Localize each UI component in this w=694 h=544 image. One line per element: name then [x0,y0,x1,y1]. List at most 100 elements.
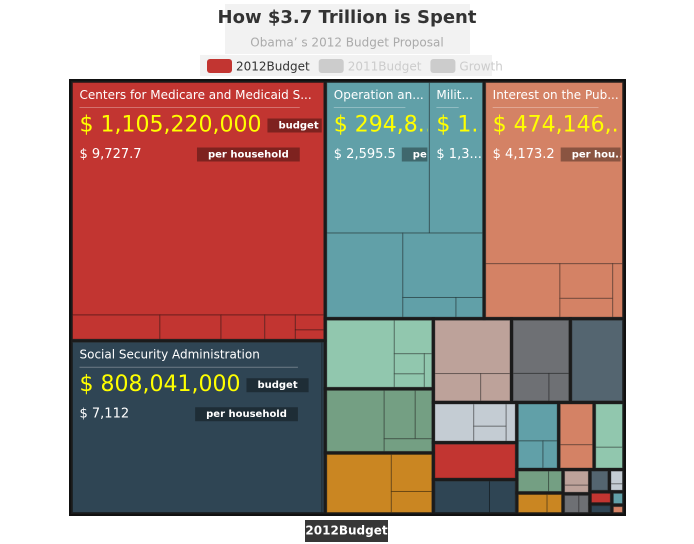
legend-label[interactable]: Growth [459,60,502,74]
tag-box [267,118,322,133]
household-label: $ 7,112 [80,407,130,422]
treemap-cell [393,353,425,375]
treemap-cell [542,440,558,469]
cell-label: Interest on the Pub... $ 474,146,... $ 4,1… [492,88,633,162]
treemap-cell [434,373,482,402]
treemap-cell [423,353,433,388]
treemap-cell [517,403,558,442]
treemap-cell [612,506,623,514]
treemap-cell [434,480,490,514]
treemap-cell [326,389,385,452]
treemap-cell [485,82,623,265]
tag-label: pe [413,150,427,161]
tag-label: per hou... [572,150,627,161]
treemap-cell [72,341,323,514]
treemap-cell [326,453,392,514]
treemap-cell [72,314,161,340]
value-label: $ 474,146,... [493,113,633,138]
treemap-cell [564,494,580,514]
legend-highlight [200,55,492,76]
legend-swatch[interactable] [207,59,232,73]
treemap-cell [402,296,457,318]
treemap-cell [595,403,623,448]
treemap: Centers for Medicare and Medicaid S... $ … [69,79,633,516]
tag-label: per household [208,150,289,161]
treemap-cell [159,314,222,340]
treemap-cell [559,263,614,299]
treemap-cell [488,480,516,514]
treemap-cell [485,263,561,318]
household-label: $ 1,3... [436,147,481,162]
cell-label: Operation an... $ 294,8... $ 2,595.5 pe [333,88,428,162]
household-label: $ 2,595.5 [334,147,396,162]
cell-label: Social Security Administration $ 808,041,… [79,348,309,422]
tag-label: per household [206,409,287,420]
cell-name: Social Security Administration [80,348,260,362]
treemap-cell [548,372,570,402]
treemap-cell [517,440,544,469]
treemap-cell [434,443,516,479]
treemap-cell [473,403,507,427]
treemap-cell [414,389,433,440]
treemap-cell [595,446,623,469]
chart-title: How $3.7 Trillion is Spent [218,7,477,28]
legend-swatch[interactable] [318,59,344,73]
treemap-cell [321,341,325,514]
breadcrumb[interactable]: 2012Budget [305,524,387,538]
treemap-cell [546,493,563,513]
treemap-cell [393,319,433,355]
treemap-cell [294,314,325,331]
treemap-cell [559,297,614,318]
treemap-cell [517,470,550,492]
treemap-cell [480,373,511,402]
treemap-cell [571,319,623,402]
treemap-cell [390,490,433,514]
treemap-cell [559,444,594,469]
treemap-cell [512,319,570,374]
treemap-cell [590,492,611,504]
treemap-cell [610,470,624,485]
treemap-cell [294,329,325,340]
treemap-cell [517,493,548,513]
treemap-cell [559,403,594,446]
treemap-cell [326,232,404,318]
cell-name: Interest on the Pub... [493,88,619,102]
breadcrumb-box[interactable] [305,520,388,542]
tag-label: budget [257,380,297,391]
treemap-cell [326,82,430,234]
legend-label[interactable]: 2012Budget [236,60,310,74]
tag-label: budget [278,121,318,132]
tag-box [195,407,298,422]
legend-swatch[interactable] [430,59,456,73]
cell-label: Centers for Medicare and Medicaid S... $ … [79,88,322,162]
treemap-cell [402,232,484,298]
treemap-cell [72,82,325,316]
treemap-cell [264,314,296,340]
treemap-cell [612,263,623,318]
value-label: $ 808,041,000 [80,372,241,397]
treemap-cell [590,505,611,514]
legend: 2012Budget 2011Budget Growth [207,59,503,74]
treemap-cell [578,494,589,514]
cell-name: Milit... [436,88,473,102]
household-label: $ 4,173.2 [493,147,555,162]
title-highlight [225,4,470,54]
treemap-cell [548,470,563,492]
legend-label[interactable]: 2011Budget [348,60,422,74]
cell-name: Operation an... [334,88,424,102]
treemap-cell [434,319,511,375]
chart-subtitle: Obama’ s 2012 Budget Proposal [250,36,443,50]
tag-box [196,147,300,162]
treemap-cell [383,438,433,452]
tag-box [246,378,309,393]
value-label: $ 1... [436,113,492,138]
treemap-cell [390,453,433,492]
value-label: $ 1,105,220,000 [80,113,262,138]
cell-name: Centers for Medicare and Medicaid S... [80,88,312,102]
treemap-cell [505,403,516,442]
tag-box [560,147,621,162]
treemap-cell [512,372,550,402]
treemap-cell [564,484,589,493]
